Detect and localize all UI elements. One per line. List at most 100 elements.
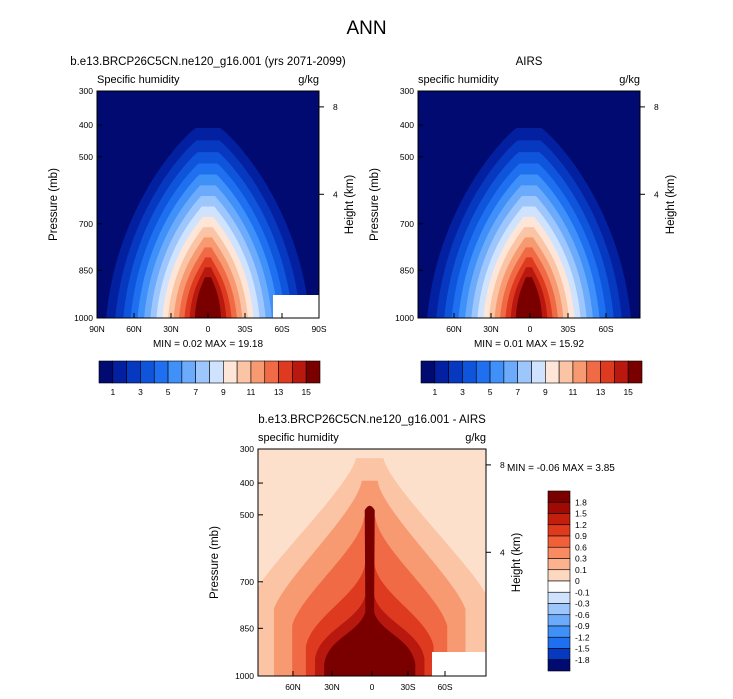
missing-data-area — [273, 295, 319, 318]
colorbar-label: 0.9 — [575, 531, 587, 541]
x-tick-label: 60N — [285, 682, 301, 692]
y-tick-label: 400 — [79, 120, 93, 130]
contour-fill — [258, 449, 486, 676]
colorbar-label: 11 — [569, 387, 578, 397]
x-tick-label: 60N — [446, 324, 462, 334]
y-axis-title: Pressure (mb) — [369, 168, 381, 241]
x-tick-label: 30N — [483, 324, 499, 334]
colorbar-swatch — [195, 360, 210, 384]
colorbar-swatch — [627, 360, 643, 384]
x-tick-label: 60N — [126, 324, 142, 334]
colorbar-swatch — [434, 360, 449, 384]
units-label: g/kg — [619, 74, 640, 86]
y-right-axis-title: Height (km) — [665, 175, 677, 235]
colorbar-label: 5 — [488, 387, 493, 397]
contour-band — [364, 505, 375, 676]
contour-plot-2 — [417, 90, 645, 319]
colorbar-swatch — [531, 360, 546, 384]
colorbar-label: 0.1 — [575, 565, 587, 575]
colorbar-vertical — [547, 490, 571, 672]
y-tick-label: 1000 — [74, 313, 93, 323]
min-max-label: MIN = -0.06 MAX = 3.85 — [507, 463, 615, 474]
colorbar-label: 1.5 — [575, 509, 587, 519]
colorbar-label: 15 — [623, 387, 633, 397]
colorbar-swatch — [448, 360, 463, 384]
colorbar-swatch — [223, 360, 238, 384]
colorbar-label: -1.5 — [575, 644, 590, 654]
y-right-tick-label: 8 — [500, 460, 505, 470]
colorbar — [420, 360, 643, 384]
y-tick-label: 700 — [240, 577, 254, 587]
colorbar-swatch — [586, 360, 601, 384]
variable-label: Specific humidity — [97, 74, 180, 86]
y-tick-label: 700 — [79, 219, 93, 229]
colorbar-swatch — [112, 360, 127, 384]
y-right-tick-label: 4 — [333, 189, 338, 199]
y-tick-label: 300 — [400, 86, 414, 96]
colorbar-swatch — [475, 360, 491, 384]
y-axis-title: Pressure (mb) — [209, 526, 221, 599]
colorbar-label: -0.6 — [575, 610, 590, 620]
colorbar-label: 5 — [166, 387, 171, 397]
missing-data-area — [432, 652, 486, 676]
colorbar-swatch — [547, 490, 571, 503]
plot-frame — [417, 90, 641, 319]
colorbar-swatch — [517, 360, 532, 384]
colorbar-label: 13 — [274, 387, 284, 397]
colorbar-label: 3 — [138, 387, 143, 397]
y-tick-label: 300 — [79, 86, 93, 96]
colorbar-swatch — [126, 360, 141, 384]
y-tick-label: 500 — [240, 510, 254, 520]
x-tick-label: 60S — [598, 324, 613, 334]
x-tick-label: 30N — [324, 682, 340, 692]
contour-plot-3 — [257, 448, 491, 677]
colorbar-swatch — [167, 360, 183, 384]
y-tick-label: 850 — [240, 623, 254, 633]
colorbar-swatch — [250, 360, 266, 384]
colorbar-label: 0.3 — [575, 554, 587, 564]
colorbar-label: 1 — [110, 387, 115, 397]
x-tick-label: 30S — [560, 324, 575, 334]
colorbar-swatch — [292, 360, 307, 384]
x-tick-label: 90N — [89, 324, 105, 334]
units-label: g/kg — [298, 74, 319, 86]
x-tick-label: 30S — [400, 682, 415, 692]
min-max-label: MIN = 0.01 MAX = 15.92 — [474, 339, 584, 350]
min-max-label: MIN = 0.02 MAX = 19.18 — [153, 339, 263, 350]
x-tick-label: 30N — [163, 324, 179, 334]
colorbar-swatch — [547, 501, 571, 514]
colorbar-label: 9 — [221, 387, 226, 397]
x-tick-label: 60S — [274, 324, 289, 334]
colorbar-label: 9 — [543, 387, 548, 397]
colorbar-swatch — [547, 580, 571, 593]
y-right-tick-label: 8 — [654, 102, 659, 112]
x-tick-label: 0 — [528, 324, 533, 334]
y-tick-label: 700 — [400, 219, 414, 229]
x-tick-label: 0 — [370, 682, 375, 692]
x-tick-label: 0 — [206, 324, 211, 334]
colorbar-swatch — [236, 360, 252, 384]
panel-title: b.e13.BRCP26C5CN.ne120_g16.001 (yrs 2071… — [70, 56, 346, 68]
y-tick-label: 850 — [400, 265, 414, 275]
contour-band — [194, 277, 222, 318]
colorbar-label: 7 — [193, 387, 198, 397]
colorbar-swatch — [547, 524, 571, 537]
colorbar-label: 1 — [432, 387, 437, 397]
colorbar-swatch — [547, 591, 571, 604]
colorbar-label: 7 — [515, 387, 520, 397]
colorbar-swatch — [547, 569, 571, 582]
x-tick-label: 90S — [311, 324, 326, 334]
colorbar-label: 0 — [575, 576, 580, 586]
y-tick-label: 300 — [240, 444, 254, 454]
colorbar-label: -0.9 — [575, 621, 590, 631]
y-right-axis-title: Height (km) — [511, 533, 523, 593]
y-tick-label: 1000 — [395, 313, 414, 323]
colorbar-swatch — [547, 603, 571, 616]
colorbar-swatch — [181, 360, 196, 384]
colorbar-swatch — [558, 360, 574, 384]
variable-label: specific humidity — [418, 74, 499, 86]
contour-band — [515, 277, 543, 318]
colorbar-label: 3 — [460, 387, 465, 397]
colorbar-swatch — [503, 360, 518, 384]
